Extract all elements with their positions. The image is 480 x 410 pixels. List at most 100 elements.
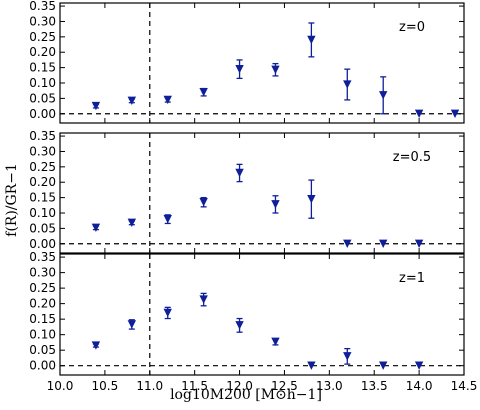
- triangle-marker: [450, 109, 460, 118]
- y-tick-label: 0.30: [29, 144, 56, 158]
- x-tick-label: 11.0: [136, 379, 163, 393]
- triangle-marker: [199, 198, 208, 207]
- data-point: [307, 179, 316, 219]
- data-point: [127, 218, 137, 228]
- triangle-marker: [199, 88, 208, 97]
- triangle-marker: [91, 223, 101, 232]
- data-point: [307, 22, 316, 58]
- y-tick-label: 0.35: [29, 129, 56, 143]
- y-tick-label: 0.10: [29, 76, 56, 90]
- triangle-marker: [127, 320, 137, 329]
- triangle-marker: [307, 194, 316, 204]
- triangle-marker: [127, 96, 137, 106]
- x-tick-label: 14.0: [406, 379, 433, 393]
- data-point: [450, 109, 460, 118]
- y-axis-title-text: f(R)/GR−1: [4, 163, 20, 237]
- triangle-marker: [163, 308, 172, 318]
- triangle-marker: [307, 35, 316, 45]
- panel-label: z=0.5: [393, 150, 431, 165]
- triangle-marker: [414, 361, 424, 370]
- panel-frame: [59, 253, 465, 376]
- y-tick-label: 0.05: [29, 343, 56, 357]
- y-tick-label: 0.10: [29, 328, 56, 342]
- triangle-marker: [343, 352, 352, 361]
- data-point: [271, 337, 280, 347]
- triangle-marker: [91, 101, 101, 111]
- y-tick-label: 0.10: [29, 206, 56, 220]
- y-tick-label: 0.05: [29, 221, 56, 235]
- data-point: [379, 76, 388, 115]
- data-point: [271, 195, 280, 214]
- y-axis-title: f(R)/GR−1: [4, 163, 20, 237]
- panels-group: 0.000.050.100.150.200.250.300.35z=00.000…: [29, 0, 477, 393]
- x-axis-title-text: log10M200 [M⊙h−1]: [170, 387, 322, 403]
- panel-label: z=0: [399, 20, 425, 35]
- data-point: [414, 239, 424, 248]
- panel-label: z=1: [399, 271, 425, 286]
- data-point: [271, 62, 280, 77]
- y-tick-label: 0.20: [29, 175, 56, 189]
- y-tick-label: 0.05: [29, 91, 56, 105]
- x-tick-label: 10.0: [47, 379, 74, 393]
- triangle-marker: [127, 218, 137, 228]
- y-tick-label: 0.20: [29, 297, 56, 311]
- panel-1: 0.00 0.050.100.15 0.200.25 0.300.35 z=0: [29, 0, 465, 124]
- data-point: [343, 68, 352, 101]
- data-point: [199, 87, 208, 97]
- triangle-marker: [307, 361, 316, 370]
- panel-frame: [59, 2, 465, 124]
- data-point: [91, 101, 101, 111]
- y-tick-label: 0.30: [29, 14, 56, 28]
- triangle-marker: [235, 64, 244, 74]
- triangle-marker: [271, 200, 280, 209]
- triangle-marker: [343, 239, 352, 248]
- panel-3: 0.00 0.050.10 0.150.20 0.250.30 0.35 10.0 10.5…: [29, 250, 477, 393]
- x-tick-label: 12.0: [226, 379, 253, 393]
- triangle-marker: [379, 239, 388, 248]
- data-point: [235, 317, 244, 333]
- triangle-marker: [271, 65, 280, 74]
- triangle-marker: [379, 361, 388, 370]
- data-point: [343, 239, 352, 248]
- data-point: [379, 239, 388, 248]
- data-point: [199, 196, 208, 208]
- x-tick-label: 11.5: [181, 379, 208, 393]
- y-tick-label: 0.15: [29, 61, 56, 75]
- y-tick-label: 0.30: [29, 266, 56, 280]
- triangle-marker: [91, 341, 101, 350]
- y-tick-label: 0.15: [29, 312, 56, 326]
- x-tick-label: 10.5: [92, 379, 119, 393]
- triangle-marker: [414, 109, 424, 118]
- x-tick-label: 12.5: [271, 379, 298, 393]
- data-point: [379, 361, 388, 370]
- y-tick-label: 0.35: [29, 0, 56, 13]
- data-point: [235, 59, 244, 80]
- data-point: [199, 292, 208, 307]
- x-tick-label: 13.0: [316, 379, 343, 393]
- data-point: [414, 361, 424, 370]
- data-point: [235, 163, 244, 183]
- triangle-marker: [163, 214, 172, 224]
- data-point: [343, 347, 352, 365]
- data-point: [91, 223, 101, 232]
- data-point: [163, 306, 172, 320]
- data-point: [307, 361, 316, 370]
- y-tick-label: 0.00: [29, 237, 56, 251]
- triangle-marker: [271, 337, 280, 347]
- data-point: [91, 341, 101, 350]
- panel-2: 0.00 0.050.100.15 0.200.25 0.300.35 z=0.5: [29, 129, 465, 254]
- y-tick-label: 0.00: [29, 359, 56, 373]
- triangle-marker: [163, 95, 172, 105]
- triangle-marker: [235, 168, 244, 178]
- y-tick-label: 0.00: [29, 107, 56, 121]
- y-tick-label: 0.25: [29, 30, 56, 44]
- x-axis-title: log10M200 [M⊙h−1]: [170, 387, 322, 403]
- y-tick-label: 0.35: [29, 250, 56, 264]
- data-point: [127, 96, 137, 106]
- x-tick-label: 14.5: [451, 379, 478, 393]
- data-point: [163, 214, 172, 225]
- panel-frame: [59, 132, 465, 254]
- x-tick-label: 13.5: [361, 379, 388, 393]
- y-tick-label: 0.25: [29, 281, 56, 295]
